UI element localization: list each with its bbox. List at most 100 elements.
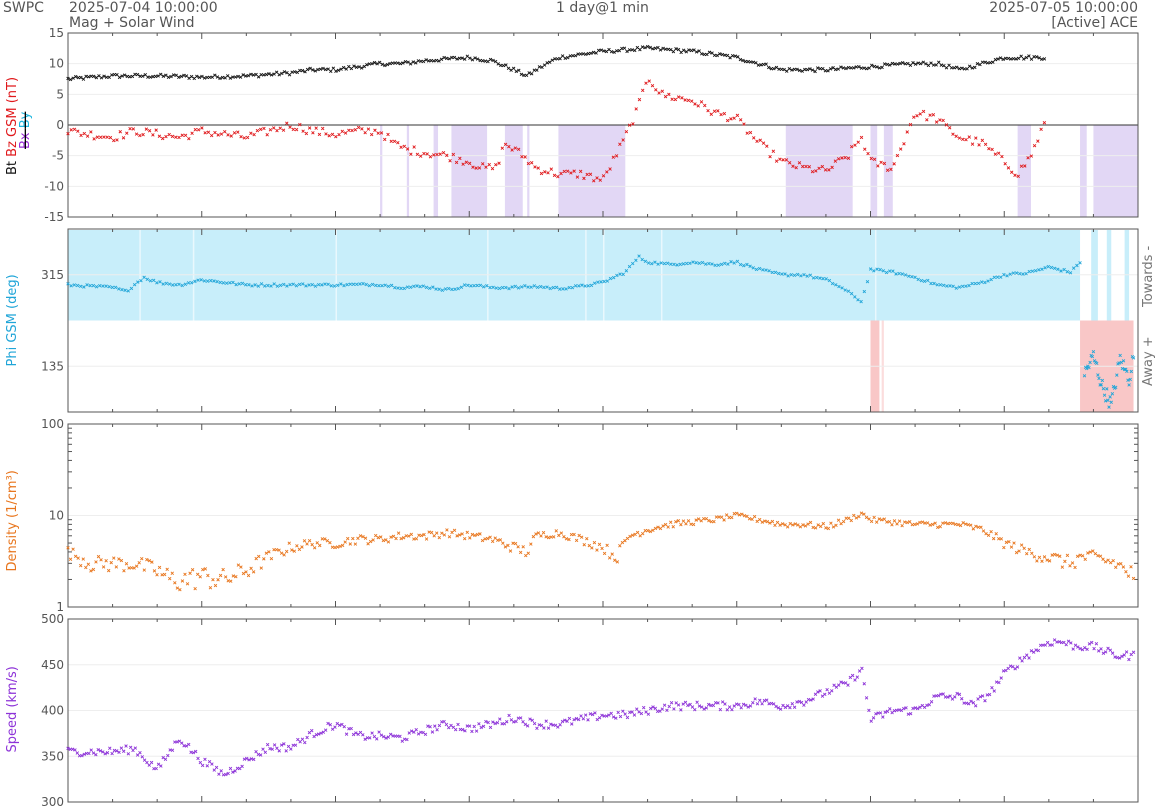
data-point — [579, 535, 584, 539]
data-point — [741, 58, 745, 63]
data-point — [160, 136, 165, 141]
data-point — [379, 733, 384, 737]
data-point — [221, 567, 225, 572]
data-point — [1131, 650, 1136, 654]
data-point — [753, 697, 757, 701]
data-point — [404, 534, 408, 538]
data-point — [552, 535, 556, 539]
data-point — [313, 69, 318, 73]
data-point — [787, 66, 792, 71]
data-point — [627, 48, 632, 52]
data-point — [801, 523, 805, 527]
data-point — [774, 704, 778, 709]
data-point — [791, 523, 795, 527]
data-point — [660, 89, 665, 93]
data-point — [669, 701, 674, 705]
data-point — [203, 567, 208, 571]
data-point — [156, 74, 160, 78]
data-point — [618, 714, 623, 719]
data-point — [601, 174, 606, 178]
data-point — [467, 161, 472, 166]
data-point — [258, 127, 263, 132]
data-point — [1037, 56, 1041, 60]
data-point — [373, 128, 377, 132]
data-point — [1014, 271, 1019, 275]
data-point — [657, 91, 661, 95]
data-point — [608, 167, 612, 171]
bz-south-band — [504, 125, 523, 217]
data-point — [287, 73, 292, 77]
data-point — [129, 286, 134, 291]
data-point — [209, 133, 214, 138]
data-point — [202, 76, 207, 80]
data-point — [92, 137, 96, 141]
data-point — [799, 700, 804, 705]
data-point — [293, 743, 298, 747]
data-point — [799, 274, 803, 278]
data-point — [543, 170, 547, 174]
data-point — [999, 676, 1003, 680]
data-point — [270, 747, 275, 751]
phi-y-label: Phi GSM (deg) — [5, 274, 20, 366]
data-point — [562, 169, 567, 174]
data-point — [508, 549, 513, 553]
data-point — [206, 573, 210, 578]
data-point — [644, 81, 648, 85]
data-point — [275, 746, 279, 750]
data-point — [831, 525, 836, 529]
data-point — [572, 169, 576, 173]
data-point — [113, 285, 118, 290]
data-point — [98, 749, 103, 753]
data-point — [956, 522, 960, 527]
data-point — [810, 68, 815, 72]
data-point — [68, 557, 73, 561]
data-point — [806, 697, 811, 702]
data-point — [92, 74, 96, 79]
data-point — [924, 62, 928, 66]
data-point — [770, 519, 775, 524]
bz-south-band — [1017, 125, 1031, 217]
data-point — [854, 65, 859, 69]
data-point — [134, 564, 139, 568]
data-point — [255, 128, 260, 133]
data-point — [623, 712, 627, 716]
data-point — [81, 557, 85, 561]
data-point — [803, 524, 808, 528]
speed-y-tick: 350 — [41, 749, 64, 763]
data-point — [437, 723, 442, 728]
data-point — [209, 278, 213, 283]
data-point — [503, 142, 508, 147]
data-point — [691, 522, 696, 527]
data-point — [679, 708, 683, 712]
data-point — [187, 76, 191, 80]
data-point — [559, 171, 563, 176]
data-point — [226, 74, 230, 78]
data-point — [185, 582, 190, 586]
data-point — [250, 284, 254, 288]
data-point — [121, 136, 126, 140]
data-point — [859, 135, 864, 140]
data-point — [223, 575, 228, 579]
data-point — [993, 57, 998, 62]
data-point — [814, 169, 818, 173]
data-point — [1009, 57, 1013, 61]
data-point — [455, 57, 459, 61]
data-point — [1088, 360, 1092, 365]
bt-label: Bt — [5, 157, 20, 175]
data-point — [282, 553, 286, 557]
data-point — [279, 743, 284, 747]
data-point — [285, 284, 289, 288]
data-point — [368, 736, 372, 740]
data-point — [625, 715, 630, 720]
data-point — [295, 544, 299, 548]
data-point — [843, 155, 847, 160]
data-point — [686, 519, 691, 523]
data-point — [244, 74, 248, 78]
data-point — [616, 710, 620, 715]
data-point — [796, 523, 800, 527]
data-point — [361, 281, 365, 286]
data-point — [769, 67, 774, 71]
data-point — [166, 75, 171, 79]
data-point — [335, 721, 340, 726]
data-point — [1009, 545, 1014, 549]
